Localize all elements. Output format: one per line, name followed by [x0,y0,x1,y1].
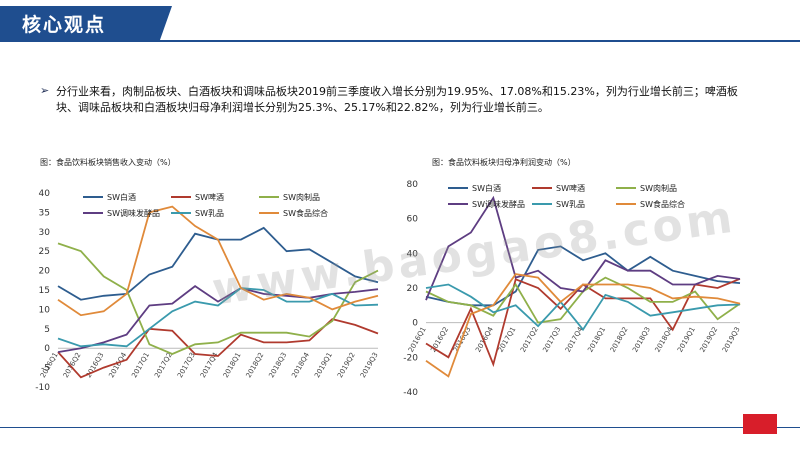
series-line-0 [425,245,741,307]
summary-text: 分行业来看，肉制品板块、白酒板块和调味品板块2019前三季度收入增长分别为19.… [56,85,738,114]
legend-label: SW肉制品 [640,183,677,193]
y-tick-label: 40 [39,189,51,199]
y-tick-label: 30 [39,228,51,238]
x-tick-label: 2018Q3 [267,351,288,379]
y-tick-label: 15 [39,286,50,296]
legend-label: SW肉制品 [283,192,320,202]
legend-label: SW调味发酵品 [472,199,525,209]
x-tick-label: 2019Q1 [313,351,334,379]
x-tick-label: 2017Q2 [519,326,540,354]
series-line-4 [57,287,379,348]
bullet-arrow-icon: ➢ [40,84,50,97]
footer-divider [0,427,800,428]
y-tick-label: 5 [44,325,50,335]
legend-label: SW食品综合 [640,199,685,209]
x-tick-label: 2019Q3 [721,326,742,354]
y-tick-label: -10 [35,383,50,393]
legend-label: SW白酒 [107,192,136,202]
legend-label: SW啤酒 [556,183,585,193]
legend-label: SW啤酒 [195,192,224,202]
legend-label: SW白酒 [472,183,501,193]
y-tick-label: 35 [39,208,50,218]
y-tick-label: 20 [39,267,51,277]
x-tick-label: 2016Q4 [474,325,495,354]
page-title: 核心观点 [22,14,107,36]
x-tick-label: 2016Q1 [407,326,428,354]
series-line-5 [425,273,741,378]
x-tick-label: 2019Q2 [698,326,719,354]
y-tick-label: 80 [407,180,419,190]
x-tick-label: 2017Q2 [153,351,174,379]
y-tick-label: -20 [403,353,418,363]
series-line-2 [57,242,379,355]
legend-label: SW调味发酵品 [107,208,160,218]
footer-accent-box [743,414,777,434]
chart-title-left: 图：食品饮料板块销售收入变动（%） [40,158,176,167]
y-tick-label: 10 [39,305,51,315]
x-tick-label: 2017Q3 [541,326,562,354]
x-tick-label: 2019Q2 [336,351,357,379]
x-tick-label: 2018Q2 [609,326,630,354]
series-line-5 [57,205,379,317]
x-tick-label: 2018Q3 [631,326,652,354]
y-tick-label: 40 [407,249,419,259]
legend-label: SW食品综合 [283,208,328,218]
series-line-3 [57,284,379,353]
x-tick-label: 2018Q4 [290,351,311,380]
legend-label: SW乳品 [556,199,585,209]
x-tick-label: 2016Q2 [429,326,450,354]
title-banner [0,6,172,40]
x-tick-label: 2019Q3 [359,351,380,379]
x-tick-label: 2017Q1 [130,351,151,379]
y-tick-label: 0 [412,319,418,329]
x-tick-label: 2018Q1 [222,351,243,379]
series-line-3 [425,195,741,301]
y-tick-label: 60 [407,215,419,225]
y-tick-label: 0 [44,344,50,354]
legend-label: SW乳品 [195,208,224,218]
x-tick-label: 2018Q1 [586,326,607,354]
series-line-4 [425,283,741,332]
x-tick-label: 2018Q2 [245,351,266,379]
y-tick-label: -5 [41,364,50,374]
x-tick-label: 2017Q3 [176,351,197,379]
y-tick-label: -40 [403,388,418,398]
x-tick-label: 2019Q1 [676,326,697,354]
header-divider [0,40,800,42]
chart-title-right: 图：食品饮料板块归母净利润变动（%） [432,158,576,167]
y-tick-label: 25 [39,247,50,257]
y-tick-label: 20 [407,284,419,294]
